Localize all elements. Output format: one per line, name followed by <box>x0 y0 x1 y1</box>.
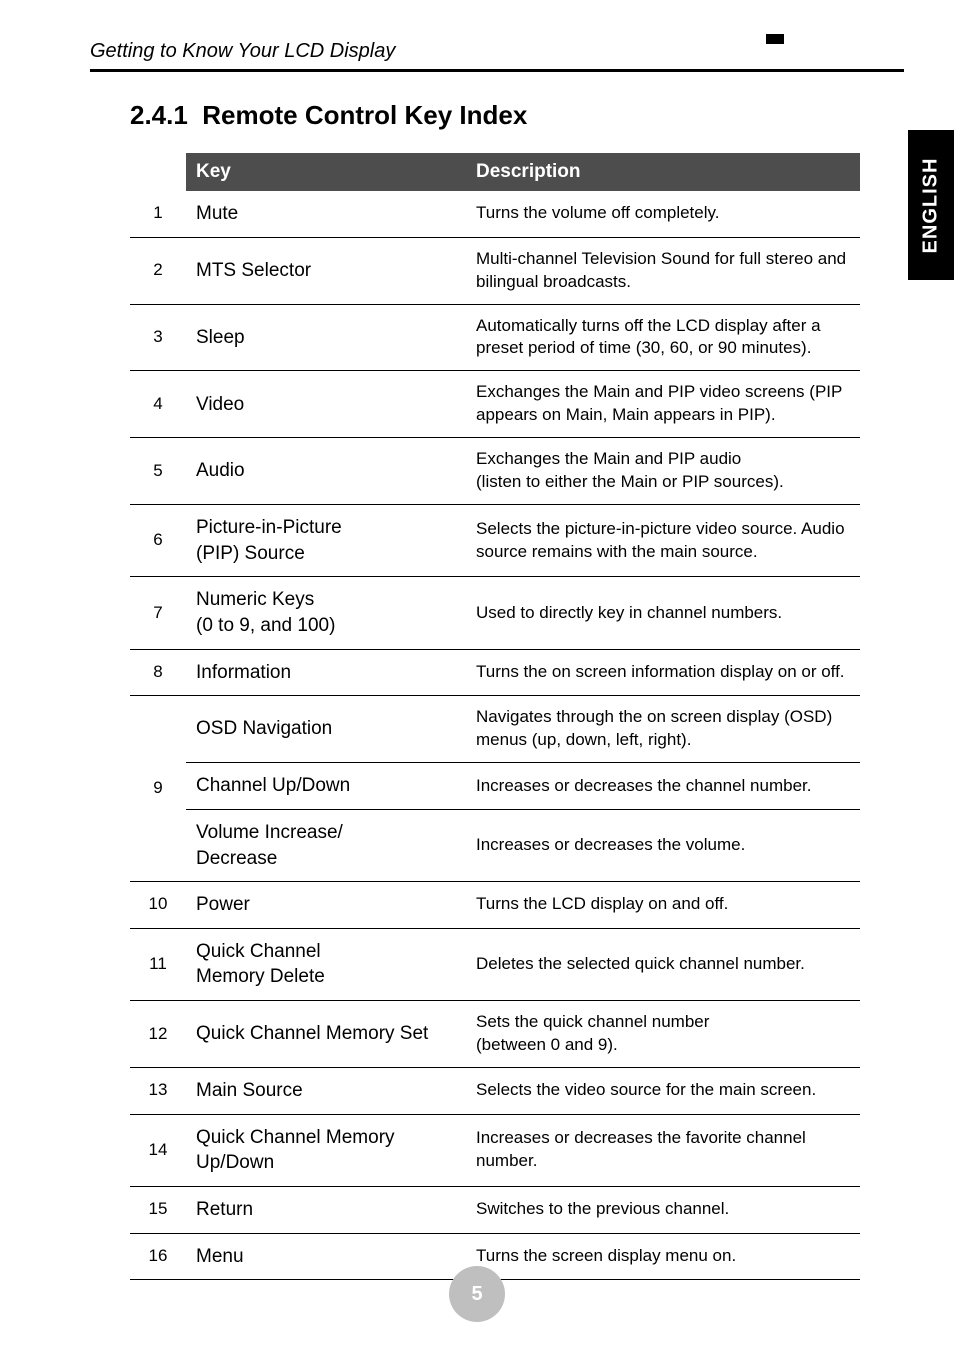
key-index-table: Key Description 1MuteTurns the volume of… <box>130 153 860 1280</box>
table-row: 13Main SourceSelects the video source fo… <box>130 1067 860 1114</box>
table-header-blank <box>130 153 186 191</box>
row-number: 3 <box>130 304 186 371</box>
row-number: 15 <box>130 1186 186 1233</box>
table-row: 8InformationTurns the on screen informat… <box>130 649 860 696</box>
table-row: 7Numeric Keys(0 to 9, and 100)Used to di… <box>130 577 860 649</box>
row-description: Increases or decreases the channel numbe… <box>466 763 860 810</box>
table-header-row: Key Description <box>130 153 860 191</box>
table-row: 12Quick Channel Memory SetSets the quick… <box>130 1001 860 1068</box>
row-key: Menu <box>186 1233 466 1280</box>
page-number-value: 5 <box>471 1283 482 1306</box>
row-key: Audio <box>186 438 466 505</box>
table-row: 14Quick Channel Memory Up/DownIncreases … <box>130 1114 860 1186</box>
row-description: Increases or decreases the volume. <box>466 809 860 881</box>
row-key: Picture-in-Picture(PIP) Source <box>186 505 466 577</box>
row-description: Switches to the previous channel. <box>466 1186 860 1233</box>
row-key: Mute <box>186 191 466 237</box>
row-description: Turns the LCD display on and off. <box>466 882 860 929</box>
row-key: Video <box>186 371 466 438</box>
table-row: 2MTS SelectorMulti-channel Television So… <box>130 237 860 304</box>
row-number: 4 <box>130 371 186 438</box>
row-number: 12 <box>130 1001 186 1068</box>
row-key: Quick ChannelMemory Delete <box>186 928 466 1000</box>
row-description: Automatically turns off the LCD display … <box>466 304 860 371</box>
row-number: 10 <box>130 882 186 929</box>
row-description: Selects the picture-in-picture video sou… <box>466 505 860 577</box>
row-number: 16 <box>130 1233 186 1280</box>
row-description: Turns the screen display menu on. <box>466 1233 860 1280</box>
header-breadcrumb: Getting to Know Your LCD Display <box>90 40 395 62</box>
header-bar: Getting to Know Your LCD Display <box>90 40 904 72</box>
section-title-text: Remote Control Key Index <box>202 100 527 130</box>
row-key: MTS Selector <box>186 237 466 304</box>
row-key: Main Source <box>186 1067 466 1114</box>
row-description: Turns the on screen information display … <box>466 649 860 696</box>
row-key: Channel Up/Down <box>186 763 466 810</box>
row-description: Multi-channel Television Sound for full … <box>466 237 860 304</box>
table-header-description: Description <box>466 153 860 191</box>
row-description: Sets the quick channel number(between 0 … <box>466 1001 860 1068</box>
table-row: 5AudioExchanges the Main and PIP audio(l… <box>130 438 860 505</box>
row-number: 13 <box>130 1067 186 1114</box>
row-number: 14 <box>130 1114 186 1186</box>
row-description: Turns the volume off completely. <box>466 191 860 237</box>
section-title: 2.4.1 Remote Control Key Index <box>130 100 904 131</box>
row-key: Numeric Keys(0 to 9, and 100) <box>186 577 466 649</box>
table-header-key: Key <box>186 153 466 191</box>
table-row: Volume Increase/DecreaseIncreases or dec… <box>130 809 860 881</box>
row-number: 2 <box>130 237 186 304</box>
row-description: Used to directly key in channel numbers. <box>466 577 860 649</box>
table-row: 9OSD NavigationNavigates through the on … <box>130 696 860 763</box>
language-tab-label: ENGLISH <box>920 157 943 253</box>
row-key: Quick Channel Memory Set <box>186 1001 466 1068</box>
table-row: Channel Up/DownIncreases or decreases th… <box>130 763 860 810</box>
row-key: Volume Increase/Decrease <box>186 809 466 881</box>
row-description: Deletes the selected quick channel numbe… <box>466 928 860 1000</box>
row-key: Sleep <box>186 304 466 371</box>
row-description: Selects the video source for the main sc… <box>466 1067 860 1114</box>
table-row: 3SleepAutomatically turns off the LCD di… <box>130 304 860 371</box>
row-number: 1 <box>130 191 186 237</box>
table-row: 11Quick ChannelMemory DeleteDeletes the … <box>130 928 860 1000</box>
table-row: 4VideoExchanges the Main and PIP video s… <box>130 371 860 438</box>
table-row: 6Picture-in-Picture(PIP) SourceSelects t… <box>130 505 860 577</box>
row-description: Increases or decreases the favorite chan… <box>466 1114 860 1186</box>
row-description: Navigates through the on screen display … <box>466 696 860 763</box>
table-row: 15ReturnSwitches to the previous channel… <box>130 1186 860 1233</box>
row-key: Power <box>186 882 466 929</box>
language-tab: ENGLISH <box>908 130 954 280</box>
row-key: Return <box>186 1186 466 1233</box>
page-number: 5 <box>449 1266 505 1322</box>
row-number: 7 <box>130 577 186 649</box>
section-number: 2.4.1 <box>130 100 188 130</box>
row-number: 11 <box>130 928 186 1000</box>
row-number: 5 <box>130 438 186 505</box>
row-number: 9 <box>130 696 186 882</box>
row-number: 8 <box>130 649 186 696</box>
row-key: OSD Navigation <box>186 696 466 763</box>
row-key: Information <box>186 649 466 696</box>
row-key: Quick Channel Memory Up/Down <box>186 1114 466 1186</box>
table-row: 10PowerTurns the LCD display on and off. <box>130 882 860 929</box>
table-body: 1MuteTurns the volume off completely.2MT… <box>130 191 860 1280</box>
row-description: Exchanges the Main and PIP audio(listen … <box>466 438 860 505</box>
header-tick-mark <box>766 34 784 44</box>
row-description: Exchanges the Main and PIP video screens… <box>466 371 860 438</box>
table-row: 1MuteTurns the volume off completely. <box>130 191 860 237</box>
row-number: 6 <box>130 505 186 577</box>
